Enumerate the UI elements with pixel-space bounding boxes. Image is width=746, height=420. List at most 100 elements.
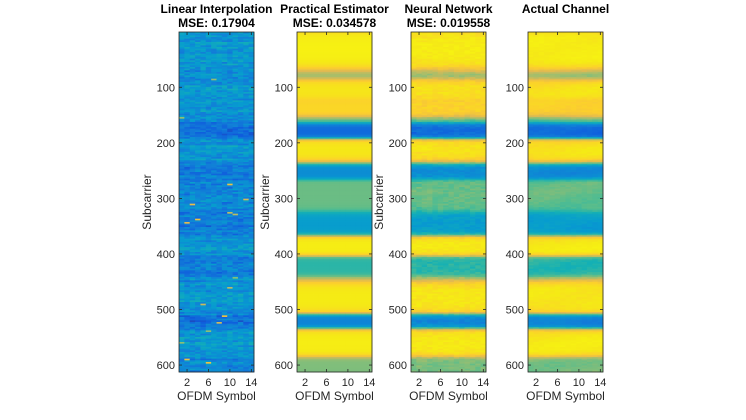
heatmap-cell [184, 332, 191, 335]
heatmap-cell [323, 250, 330, 253]
heatmap-cell [302, 102, 309, 105]
heatmap-cell [200, 120, 207, 123]
heatmap-cell [355, 238, 362, 241]
heatmap-cell [307, 112, 314, 115]
heatmap-cell [227, 208, 233, 211]
heatmap-cell [184, 92, 191, 95]
heatmap-cell [297, 205, 303, 208]
heatmap-cell [248, 60, 255, 63]
heatmap-cell [361, 263, 368, 266]
heatmap-cell [323, 127, 330, 130]
heatmap-cell [323, 67, 330, 70]
heatmap-cell [248, 310, 255, 313]
heatmap-cell [227, 85, 233, 88]
heatmap-cell [318, 127, 325, 130]
heatmap-cell [184, 197, 191, 200]
heatmap-cell [179, 157, 185, 160]
heatmap-cell [248, 303, 255, 306]
heatmap-cell [297, 158, 303, 161]
heatmap-cell [307, 138, 314, 141]
heatmap-cell [237, 50, 244, 53]
heatmap-cell [248, 123, 255, 126]
heatmap-cell [211, 348, 217, 351]
heatmap-cell [313, 213, 319, 216]
heatmap-cell [205, 295, 212, 298]
heatmap-cell [200, 190, 207, 193]
heatmap-cell [189, 135, 196, 138]
heatmap-cell [345, 177, 351, 180]
heatmap-cell [179, 57, 185, 60]
heatmap-cell [323, 90, 330, 93]
heatmap-cell [329, 42, 335, 45]
heatmap-cell [243, 108, 250, 111]
heatmap-cell [302, 187, 309, 190]
heatmap-cell [302, 48, 309, 51]
heatmap-cell [237, 320, 244, 323]
heatmap-cell [243, 100, 250, 103]
heatmap-cell [211, 277, 217, 280]
heatmap-cell [179, 268, 185, 271]
heatmap-cell [184, 172, 191, 175]
heatmap-cell [339, 260, 346, 263]
heatmap-cell [361, 218, 368, 221]
heatmap-cell [334, 168, 341, 171]
heatmap-cell [366, 70, 373, 73]
heatmap-cell [366, 45, 373, 48]
heatmap-cell [248, 192, 255, 195]
heatmap-cell [205, 115, 212, 118]
heatmap-cell [313, 83, 319, 86]
heatmap-cell [345, 138, 351, 141]
heatmap-cell [355, 127, 362, 130]
heatmap-cell [221, 58, 228, 61]
heatmap-cell [313, 182, 319, 185]
heatmap-cell [232, 213, 239, 216]
heatmap-cell [366, 212, 373, 215]
heatmap-cell [297, 155, 303, 158]
heatmap-cell [232, 170, 239, 173]
heatmap-cell [345, 262, 351, 265]
heatmap-cell [232, 192, 239, 195]
heatmap-cell [205, 277, 212, 280]
heatmap-cell [248, 92, 255, 95]
heatmap-cell [237, 115, 244, 118]
heatmap-cell [232, 153, 239, 156]
heatmap-cell [216, 60, 223, 63]
heatmap-cell [248, 300, 255, 303]
heatmap-cell [221, 252, 228, 255]
heatmap-cell [237, 45, 244, 48]
heatmap-cell [313, 265, 319, 268]
heatmap-cell [227, 345, 233, 348]
heatmap-cell [355, 88, 362, 91]
heatmap-cell [345, 53, 351, 56]
heatmap-cell [248, 90, 255, 93]
heatmap-cell [184, 227, 191, 230]
heatmap-cell [211, 193, 217, 196]
heatmap-cell [307, 172, 314, 175]
heatmap-cell [179, 65, 185, 68]
heatmap-cell [366, 40, 373, 43]
heatmap-cell [211, 245, 217, 248]
heatmap-cell [227, 272, 233, 275]
heatmap-cell [366, 97, 373, 100]
heatmap-cell [302, 132, 309, 135]
heatmap-cell [248, 163, 255, 166]
heatmap-cell [237, 297, 244, 300]
heatmap-cell [313, 240, 319, 243]
heatmap-cell [237, 360, 244, 363]
heatmap-cell [179, 233, 185, 236]
heatmap-cell [189, 80, 196, 83]
heatmap-cell [297, 38, 303, 41]
heatmap-cell [237, 82, 244, 85]
heatmap-cell [205, 202, 212, 205]
heatmap-cell [216, 207, 223, 210]
heatmap-cell [323, 150, 330, 153]
heatmap-cell [211, 242, 217, 245]
heatmap-cell [200, 225, 207, 228]
heatmap-cell [227, 348, 233, 351]
heatmap-cell [361, 233, 368, 236]
heatmap-cell [227, 142, 233, 145]
heatmap-cell [323, 255, 330, 258]
heatmap-cell [184, 157, 191, 160]
heatmap-cell [227, 178, 233, 181]
heatmap-cell [195, 287, 201, 290]
